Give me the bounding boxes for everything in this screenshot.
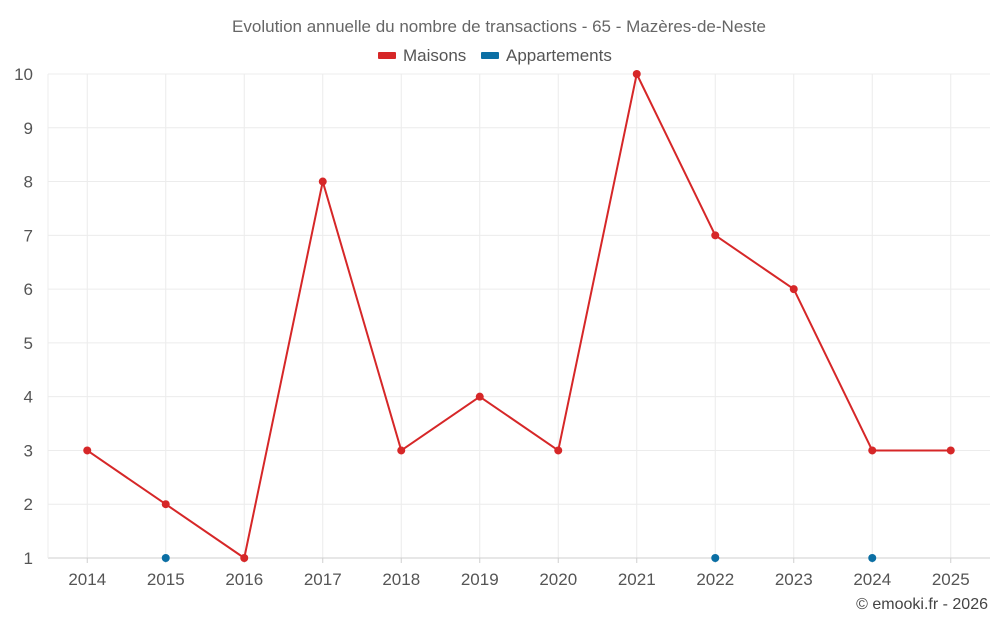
data-point[interactable] [711, 231, 720, 240]
data-point[interactable] [554, 446, 563, 455]
data-point[interactable] [397, 446, 406, 455]
chart-title: Evolution annuelle du nombre de transact… [232, 17, 766, 36]
data-point[interactable] [868, 446, 877, 455]
legend-label-appartements: Appartements [506, 46, 612, 65]
legend-item-appartements[interactable]: Appartements [481, 46, 612, 65]
legend-item-maisons[interactable]: Maisons [378, 46, 466, 65]
legend-label-maisons: Maisons [403, 46, 466, 65]
axes [47, 74, 990, 563]
x-tick-label: 2018 [382, 570, 420, 589]
series-appartements [161, 554, 877, 562]
series-maisons [83, 70, 955, 562]
data-point[interactable] [711, 554, 720, 562]
x-tick-label: 2023 [775, 570, 813, 589]
legend-swatch-appartements [481, 52, 499, 59]
credit-text: © emooki.fr - 2026 [856, 596, 988, 613]
data-point[interactable] [632, 70, 641, 78]
x-tick-label: 2020 [539, 570, 577, 589]
x-tick-label: 2022 [696, 570, 734, 589]
y-tick-label: 8 [24, 173, 33, 192]
y-tick-label: 2 [24, 495, 33, 514]
y-tick-label: 10 [14, 65, 33, 84]
x-tick-label: 2016 [225, 570, 263, 589]
x-tick-label: 2017 [304, 570, 342, 589]
data-point[interactable] [946, 446, 955, 455]
x-axis-ticks: 2014 2015 2016 2017 2018 2019 2020 2021 2022 2023… [68, 570, 969, 589]
y-tick-label: 5 [24, 334, 33, 353]
x-tick-label: 2015 [147, 570, 185, 589]
y-tick-label: 4 [24, 388, 33, 407]
x-tick-label: 2024 [853, 570, 891, 589]
grid [48, 73, 990, 558]
data-point[interactable] [240, 554, 249, 562]
y-tick-label: 9 [24, 119, 33, 138]
y-tick-label: 3 [24, 441, 33, 460]
x-tick-label: 2019 [461, 570, 499, 589]
data-point[interactable] [789, 285, 798, 294]
data-point[interactable] [161, 500, 170, 509]
x-tick-label: 2021 [618, 570, 656, 589]
series-layer [83, 70, 955, 562]
data-point[interactable] [475, 392, 484, 401]
legend: Maisons Appartements [378, 46, 612, 65]
data-point[interactable] [161, 554, 170, 562]
data-point[interactable] [868, 554, 877, 562]
y-tick-label: 7 [24, 226, 33, 245]
x-tick-label: 2025 [932, 570, 970, 589]
x-tick-label: 2014 [68, 570, 106, 589]
y-tick-label: 6 [24, 280, 33, 299]
y-axis-ticks: 1 2 3 4 5 6 7 8 9 10 [14, 65, 33, 568]
data-point[interactable] [83, 446, 92, 455]
legend-swatch-maisons [378, 52, 396, 59]
data-point[interactable] [318, 177, 327, 186]
y-tick-label: 1 [24, 549, 33, 568]
series-line [86, 73, 951, 559]
